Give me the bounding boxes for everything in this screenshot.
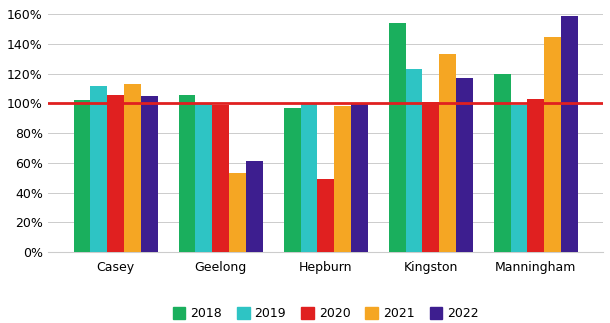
Bar [511,105,528,252]
Bar [334,106,351,252]
Bar [90,86,107,252]
Bar [422,102,439,252]
Bar [317,179,334,252]
Bar [351,103,368,252]
Bar [212,105,229,252]
Bar [246,162,263,252]
Bar [107,95,124,252]
Bar [406,69,422,252]
Bar [544,36,561,252]
Bar [124,84,141,252]
Bar [74,100,90,252]
Bar [456,78,473,252]
Bar [528,99,544,252]
Bar [439,55,456,252]
Bar [284,108,301,252]
Bar [561,16,578,252]
Bar [229,173,246,252]
Bar [389,23,406,252]
Bar [141,96,157,252]
Bar [301,103,317,252]
Bar [179,95,195,252]
Legend: 2018, 2019, 2020, 2021, 2022: 2018, 2019, 2020, 2021, 2022 [168,302,484,323]
Bar [195,103,212,252]
Bar [494,74,511,252]
